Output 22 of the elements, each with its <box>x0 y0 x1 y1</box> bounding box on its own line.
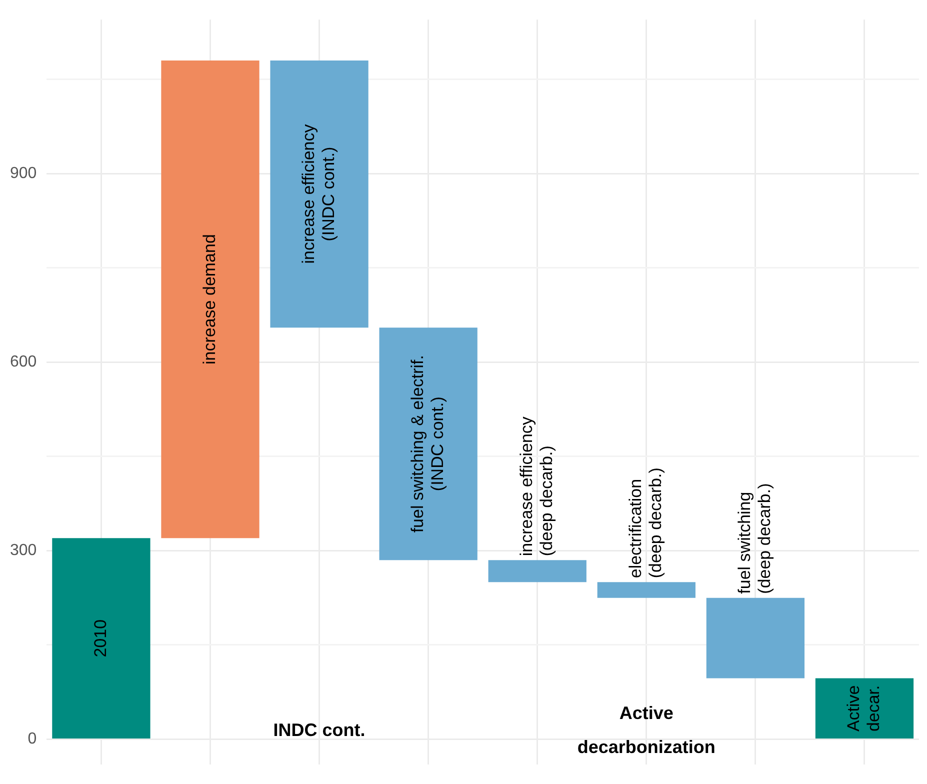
y-tick-label: 0 <box>28 730 37 748</box>
x-tick-label: fuel switching (deep decarb.) <box>735 483 774 594</box>
bar <box>161 60 260 538</box>
bar <box>270 60 368 328</box>
bar <box>706 598 805 678</box>
x-tick-label: Active decar. <box>844 685 884 732</box>
x-tick-label: electrification (deep decarb.) <box>626 468 666 578</box>
y-tick-label: 300 <box>10 542 37 560</box>
x-tick-label: 2010 <box>90 619 110 658</box>
x-tick-label: increase demand <box>200 234 219 365</box>
x-tick-label: increase efficiency (deep decarb.) <box>517 416 556 556</box>
annotation: INDC cont. <box>273 720 366 740</box>
bar <box>488 560 586 582</box>
annotation: Active decarbonization <box>577 703 716 758</box>
y-tick-label: 600 <box>10 354 37 371</box>
bar <box>52 538 150 739</box>
y-tick-label: 900 <box>10 164 37 182</box>
x-tick-label: increase efficiency (INDC cont.) <box>298 124 338 264</box>
bar <box>379 328 478 560</box>
x-tick-label: fuel switching & electrif. (INDC cont.) <box>408 355 448 533</box>
bar <box>815 678 914 739</box>
bar <box>597 582 696 598</box>
